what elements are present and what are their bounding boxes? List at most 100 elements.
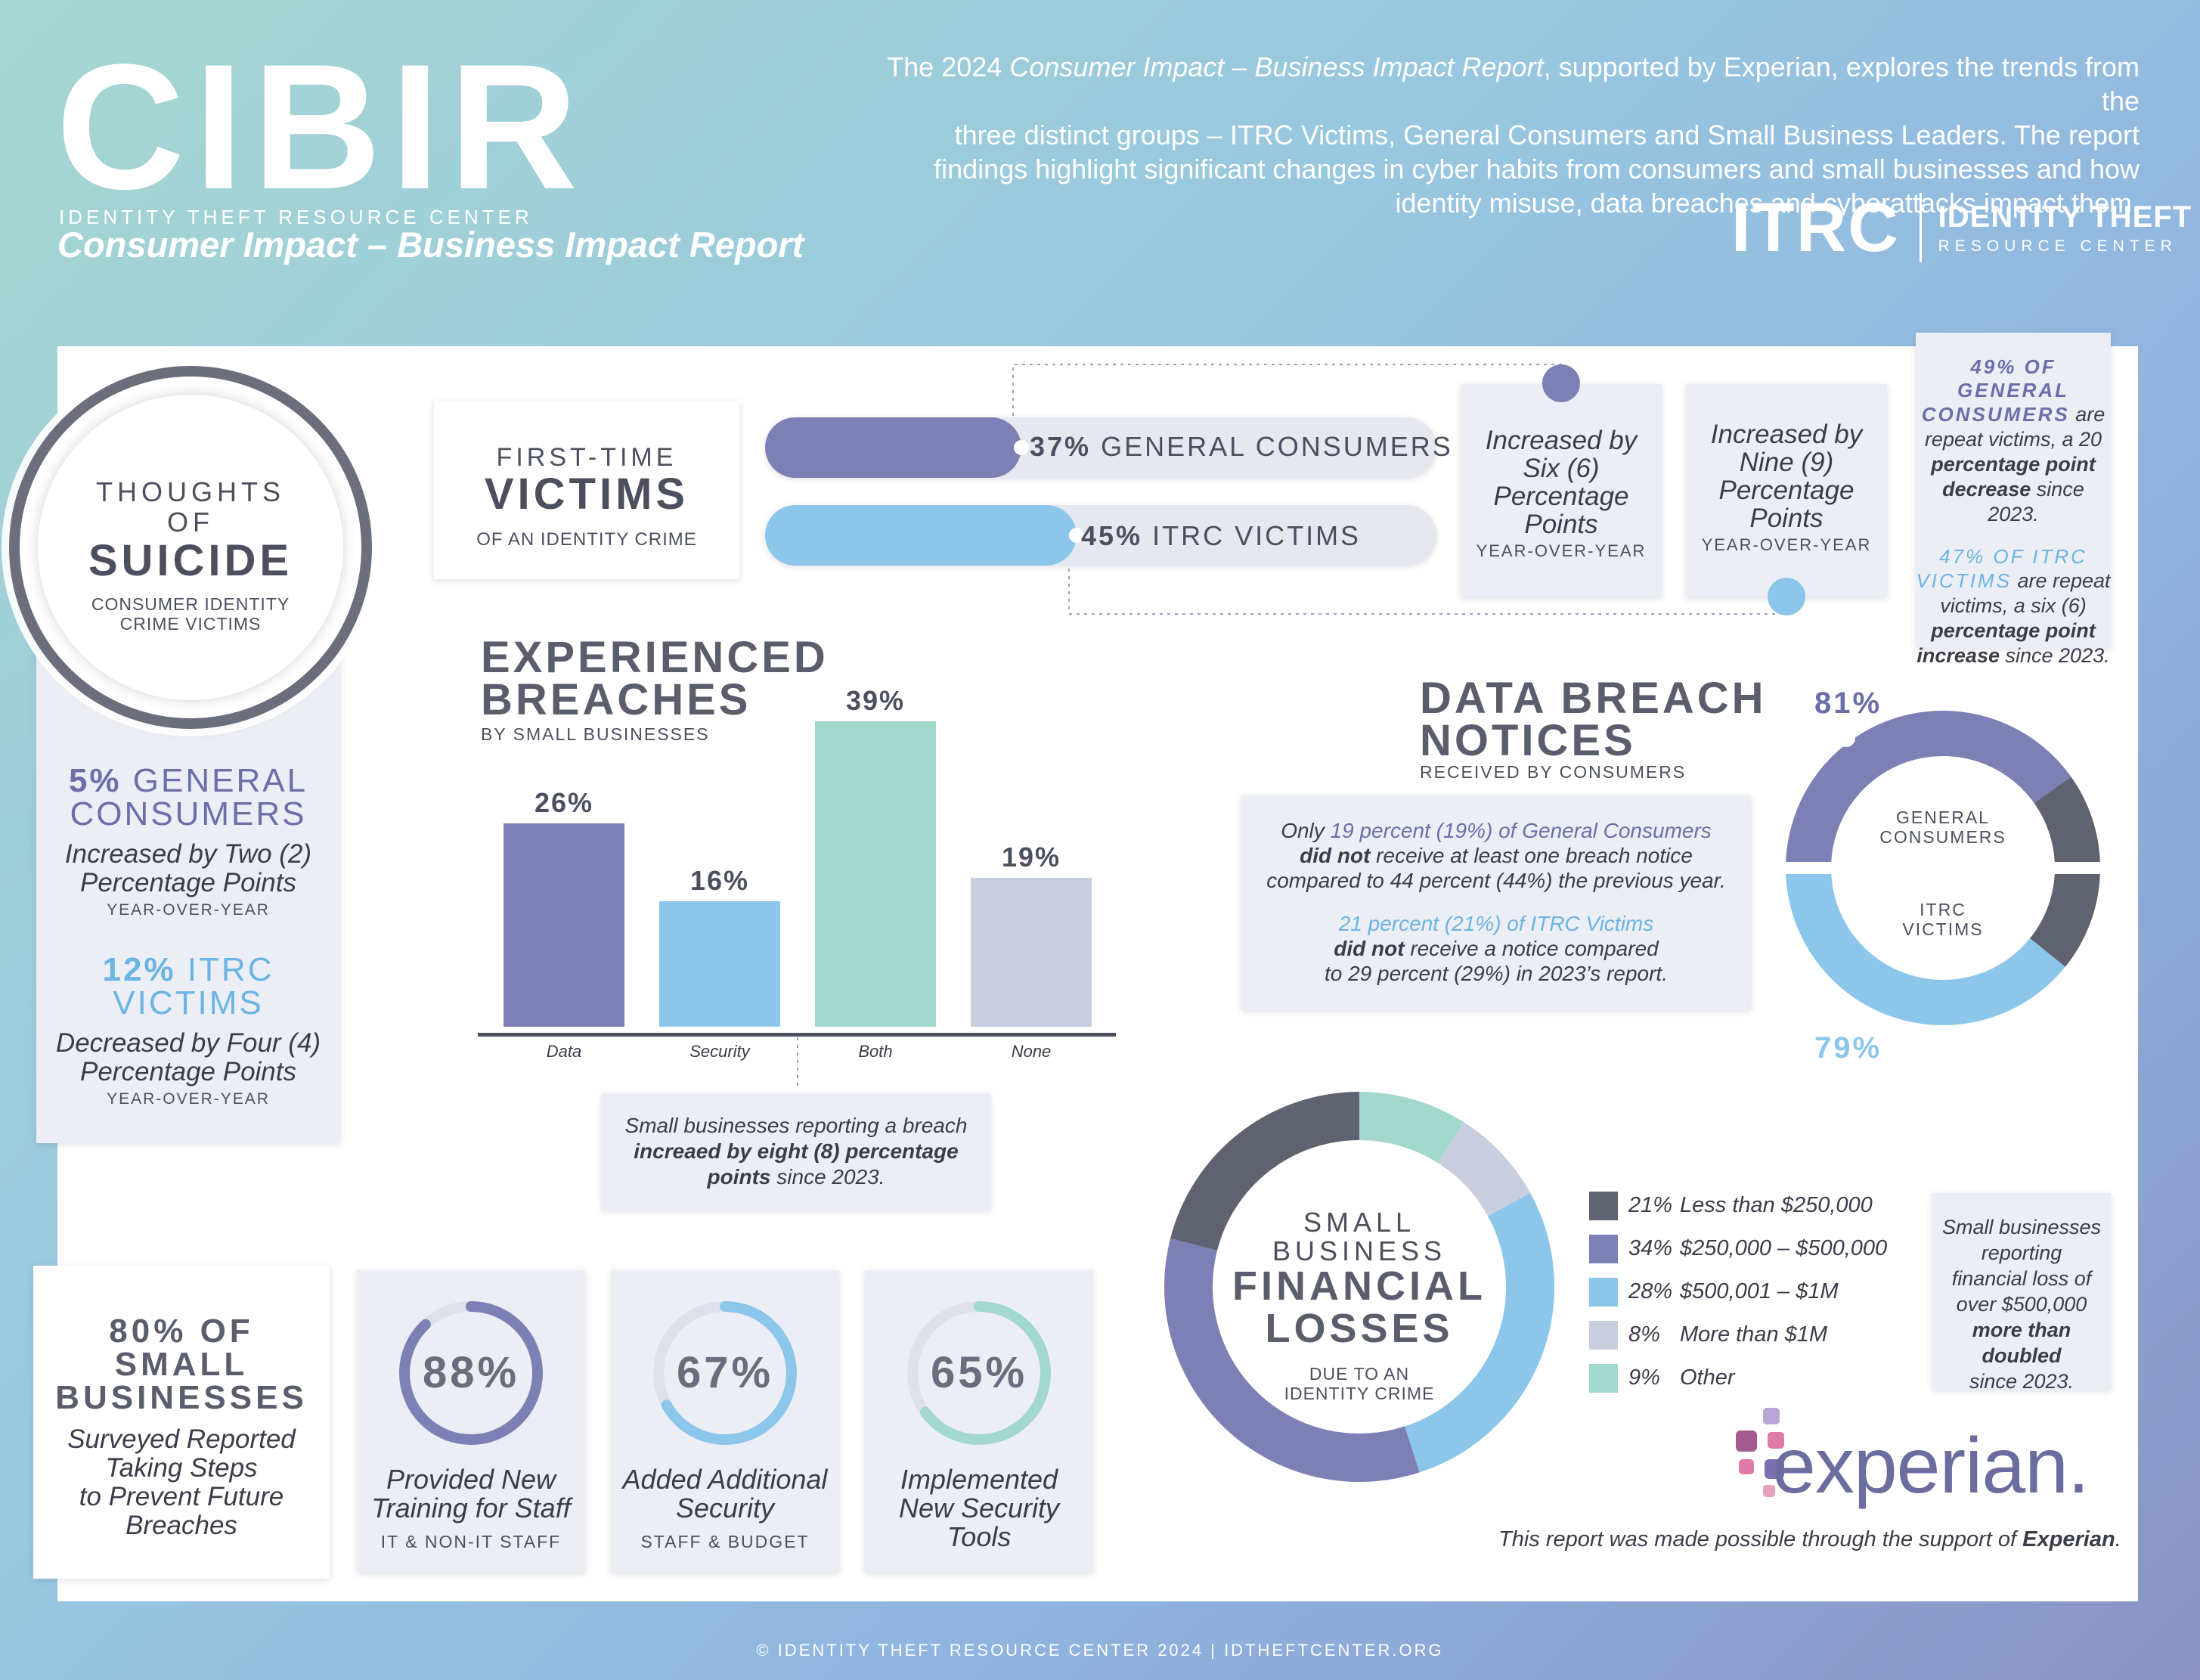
six-points-line-2: Six (6) <box>1523 454 1600 483</box>
steps-summary-card <box>33 1266 330 1579</box>
losses-caption-line-1: DUE TO AN <box>1309 1364 1410 1384</box>
losses-legend-pct: 9% <box>1628 1365 1660 1390</box>
intro-line-2: three distinct groups – ITRC Victims, Ge… <box>954 119 2140 150</box>
breach-bar <box>815 721 936 1027</box>
losses-side-note: Small businesses reporting financial los… <box>1932 1193 2111 1393</box>
losses-title-line-3: FINANCIAL <box>1232 1263 1486 1309</box>
suicide-stats-column <box>36 652 340 1143</box>
steps-text-line-4: Breaches <box>125 1511 237 1540</box>
suicide-itrc-text-2: Percentage Points <box>79 1057 296 1086</box>
suicide-title-line-3: SUICIDE <box>88 536 293 585</box>
steps-progress-ring <box>907 1301 1051 1445</box>
steps-progress-arc <box>653 1301 797 1445</box>
steps-progress-card <box>865 1270 1093 1573</box>
itrc-logo-mark: ITRC <box>1731 193 1922 262</box>
notices-itrc-label-1: ITRC <box>1920 900 1966 919</box>
suicide-itrc-heading: 12% ITRC <box>102 951 274 988</box>
first-time-caption: OF AN IDENTITY CRIME <box>476 529 697 550</box>
steps-progress-pct: 67% <box>676 1348 774 1397</box>
losses-legend-label: More than $1M <box>1680 1322 1828 1347</box>
brand-subtitle: Consumer Impact – Business Impact Report <box>57 225 804 265</box>
steps-progress-card <box>357 1270 585 1573</box>
sponsor-credit: This report was made possible through th… <box>1498 1527 2121 1551</box>
itrc-logo-line-2: RESOURCE CENTER <box>1938 237 2177 255</box>
breaches-subtitle: BY SMALL BUSINESSES <box>481 724 710 744</box>
losses-side-line-1: Small businesses <box>1941 1216 2102 1238</box>
breaches-note-line-3: points since 2023. <box>707 1165 885 1189</box>
breaches-title-line-1: EXPERIENCED <box>481 633 829 682</box>
six-points-line-3: Percentage <box>1493 482 1629 511</box>
steps-progress-text-2: Training for Staff <box>371 1492 571 1523</box>
losses-legend-swatch <box>1589 1320 1618 1350</box>
steps-progress-text-3: Tools <box>947 1521 1012 1552</box>
suicide-itrc-yoy: YEAR-OVER-YEAR <box>107 1090 270 1108</box>
itrc-logo: ITRC IDENTITY THEFT RESOURCE CENTER <box>1731 193 2192 262</box>
breach-bar-value: 19% <box>1001 842 1061 873</box>
repeat-gen-line-3: repeat victims, a 20 <box>1924 428 2102 451</box>
losses-legend-label: $250,000 – $500,000 <box>1680 1236 1888 1260</box>
breach-bar-category: Security <box>689 1042 750 1061</box>
repeat-itrc-line-5: increase since 2023. <box>1916 644 2110 667</box>
steps-progress-text-2: New Security <box>898 1492 1060 1523</box>
steps-title-line-1: 80% OF <box>109 1313 254 1350</box>
breaches-note-line-1: Small businesses reporting a breach <box>624 1114 968 1137</box>
notices-gen-label-2: CONSUMERS <box>1879 827 2006 847</box>
losses-side-line-3: financial loss of <box>1951 1267 2092 1290</box>
losses-title-line-1: SMALL <box>1303 1207 1416 1238</box>
losses-legend-swatch <box>1589 1191 1618 1220</box>
nine-points-card: Increased by Nine (9) Percentage Points … <box>1686 384 1887 597</box>
notices-subtitle: RECEIVED BY CONSUMERS <box>1420 762 1687 782</box>
losses-donut-hole <box>1216 1143 1503 1430</box>
breach-bar-value: 26% <box>534 787 594 818</box>
losses-side-line-4: over $500,000 <box>1956 1293 2087 1316</box>
six-points-card: Increased by Six (6) Percentage Points Y… <box>1461 384 1662 597</box>
steps-progress-ring <box>653 1301 797 1445</box>
steps-progress-pct: 88% <box>422 1348 520 1397</box>
breaches-note: Small businesses reporting a breach incr… <box>602 1093 990 1210</box>
repeat-itrc-line-4: percentage point <box>1931 619 2096 642</box>
repeat-victims-card: 49% OF GENERAL CONSUMERS are repeat vict… <box>1916 333 2111 667</box>
notices-gen-pct: 81% <box>1814 687 1882 720</box>
steps-title-line-2: SMALL <box>114 1346 249 1383</box>
notices-note-line-5: did not receive a notice compared <box>1334 937 1659 960</box>
repeat-gen-line-4: percentage point <box>1931 453 2096 476</box>
steps-progress-text-2: Security <box>675 1492 775 1523</box>
itrc-victims-bar-label: 45% ITRC VICTIMS <box>1081 520 1362 551</box>
notices-note-line-4: 21 percent (21%) of ITRC Victims <box>1338 912 1654 935</box>
breach-bar <box>971 878 1092 1027</box>
suicide-gen-heading: 5% GENERAL <box>68 762 308 799</box>
nine-points-yoy: YEAR-OVER-YEAR <box>1701 535 1872 554</box>
suicide-title-line-1: THOUGHTS <box>96 476 285 507</box>
itrc-victims-bar-fill <box>765 505 1077 566</box>
losses-legend-pct: 28% <box>1628 1279 1673 1303</box>
notices-title-line-1: DATA BREACH <box>1420 674 1767 723</box>
brand-org: IDENTITY THEFT RESOURCE CENTER <box>59 206 533 228</box>
intro-line-3: findings highlight significant changes i… <box>934 153 2140 184</box>
repeat-gen-line-1: 49% OF GENERAL <box>1957 355 2070 401</box>
repeat-gen-line-2: CONSUMERS are <box>1921 403 2105 426</box>
nine-points-line-3: Percentage <box>1718 476 1855 505</box>
notices-itrc-marker <box>1837 995 1855 1013</box>
suicide-gen-text-2: Percentage Points <box>79 868 296 897</box>
notices-note: Only 19 percent (19%) of General Consume… <box>1241 795 1751 1010</box>
suicide-ring-inner <box>38 395 343 700</box>
breach-bar-category: Both <box>858 1042 893 1061</box>
breach-bar-value: 16% <box>689 865 750 896</box>
suicide-caption-line-1: CONSUMER IDENTITY <box>91 594 290 614</box>
suicide-itrc-heading-2: VICTIMS <box>113 984 264 1021</box>
repeat-itrc-line-2: VICTIMS are repeat <box>1916 569 2111 592</box>
suicide-caption-line-2: CRIME VICTIMS <box>119 614 262 634</box>
first-time-title-line-2: VICTIMS <box>484 470 689 519</box>
suicide-gen-yoy: YEAR-OVER-YEAR <box>107 901 270 919</box>
breach-bar-category: None <box>1011 1042 1052 1061</box>
losses-legend-swatch <box>1589 1234 1618 1263</box>
breaches-note-line-2: increaed by eight (8) percentage <box>634 1139 959 1163</box>
steps-progress-text-1: Added Additional <box>622 1464 828 1495</box>
first-time-victims-card <box>434 401 739 579</box>
notices-donut-chart <box>1784 711 2102 1025</box>
losses-legend-item: 34% $250,000 – $500,000 <box>1589 1227 1887 1270</box>
six-points-line-4: Points <box>1524 510 1598 539</box>
losses-side-line-6: since 2023. <box>1969 1370 2075 1393</box>
footer: © IDENTITY THEFT RESOURCE CENTER 2024 | … <box>756 1641 1444 1660</box>
nine-points-line-1: Increased by <box>1710 420 1863 449</box>
